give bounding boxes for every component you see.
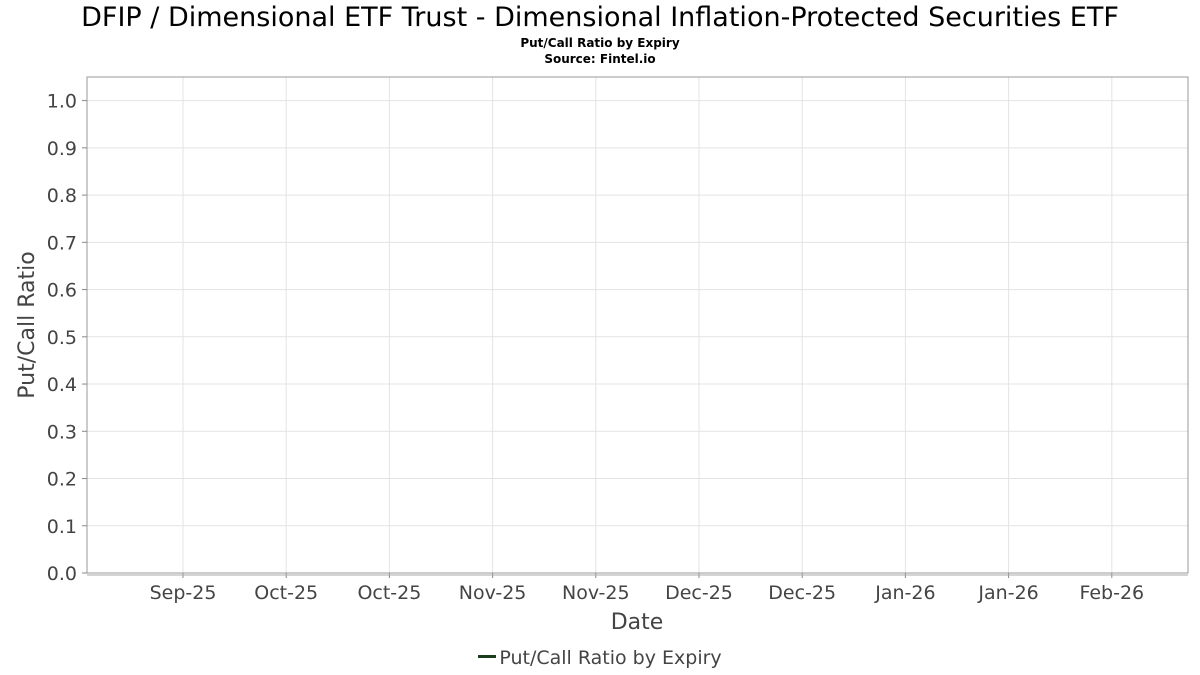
x-tick-label: Dec-25 <box>768 582 836 604</box>
x-tick-label: Dec-25 <box>665 582 733 604</box>
y-tick-label: 0.2 <box>47 469 77 491</box>
x-tick-label: Oct-25 <box>254 582 318 604</box>
y-tick-label: 0.0 <box>47 563 77 585</box>
y-tick-label: 0.6 <box>47 280 77 302</box>
y-tick-label: 0.5 <box>47 327 77 349</box>
legend: Put/Call Ratio by Expiry <box>0 647 1200 669</box>
y-tick-label: 0.3 <box>47 421 77 443</box>
chart-title: DFIP / Dimensional ETF Trust - Dimension… <box>81 2 1119 33</box>
x-tick-label: Feb-26 <box>1079 582 1144 604</box>
x-tick-label: Jan-26 <box>977 582 1038 604</box>
x-tick-label: Oct-25 <box>357 582 421 604</box>
y-tick-label: 0.1 <box>47 516 77 538</box>
chart-source: Source: Fintel.io <box>544 52 656 66</box>
x-tick-label: Jan-26 <box>874 582 935 604</box>
legend-label: Put/Call Ratio by Expiry <box>499 647 722 669</box>
y-tick-label: 0.7 <box>47 232 77 254</box>
y-tick-label: 0.9 <box>47 138 77 160</box>
x-tick-label: Sep-25 <box>150 582 217 604</box>
x-tick-label: Nov-25 <box>562 582 630 604</box>
chart-subtitle: Put/Call Ratio by Expiry <box>520 36 680 50</box>
plot-area <box>86 76 1189 574</box>
y-tick-label: 1.0 <box>47 91 77 113</box>
axis-layer: 0.0 0.1 0.2 0.3 0.4 0.5 0.6 0.7 0.8 0.9 1.0 Sep-25 O… <box>47 91 1188 604</box>
y-tick-label: 0.8 <box>47 185 77 207</box>
x-axis-label: Date <box>611 610 664 635</box>
x-tick-label: Nov-25 <box>459 582 527 604</box>
y-tick-label: 0.4 <box>47 374 77 396</box>
legend-swatch <box>478 655 497 658</box>
y-axis-label: Put/Call Ratio <box>15 251 40 398</box>
grid-layer <box>87 77 1188 574</box>
